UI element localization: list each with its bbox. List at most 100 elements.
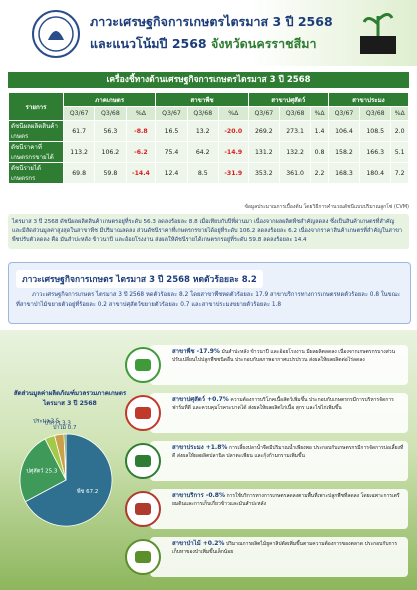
- cell: -8.8: [125, 120, 157, 142]
- row-label: ดัชนีราคาที่เกษตรกรขายได้: [8, 141, 64, 163]
- cell: 16.5: [155, 120, 188, 142]
- cell: 13.2: [186, 120, 219, 142]
- pie-label: ปศุสัตว์ 25.3: [26, 467, 57, 474]
- sub-header: Q3/67: [327, 106, 361, 121]
- pie-chart: พืช 67.2 ปศุสัตว์ 25.3 ประมง 3.5บริการ 3.3…: [19, 418, 113, 527]
- sector-icon: [125, 539, 161, 575]
- pie-category: ปศุสัตว์: [26, 467, 43, 474]
- sub-header: Q3/67: [247, 106, 280, 121]
- cell: 106.2: [94, 141, 127, 163]
- sector-icon: [125, 491, 161, 527]
- cell: 5.1: [390, 141, 409, 163]
- pie-value: 67.2: [86, 489, 98, 495]
- cell: 361.0: [278, 162, 312, 184]
- cell: 61.7: [62, 120, 96, 142]
- province: จังหวัดนครราชสีมา: [211, 36, 317, 51]
- icon-shape: [135, 359, 151, 371]
- sector-title: สาขาประมง +1.8%: [172, 444, 228, 451]
- sector-title: สาขาปศุสัตว์ +0.7%: [172, 396, 229, 403]
- corner: รายการ: [8, 92, 64, 121]
- header-icon: [360, 13, 396, 54]
- sub-header: Q3/68: [186, 106, 219, 121]
- sector-text: ความต้องการบริโภคเนื้อสัตว์เพิ่มขึ้น ประ…: [172, 397, 394, 411]
- sub-header: %Δ: [125, 106, 157, 121]
- sector-icon: [125, 395, 161, 431]
- cell: 69.8: [62, 162, 96, 184]
- table-note: ข้อมูลประมาณการเบื้องต้น โดยวิธีการคำนวณ…: [244, 204, 409, 210]
- cell: 180.4: [359, 162, 392, 184]
- pie-label: บริการ 3.3: [45, 420, 72, 427]
- summary: ไตรมาส 3 ปี 2568 ดัชนีผลผลิตสินค้าเกษตรอ…: [8, 214, 409, 249]
- indicator-table: รายการ ภาคเกษตร สาขาพืช สาขาปศุสัตว์ สาขาประ…: [8, 92, 410, 184]
- sub-header: Q3/68: [278, 106, 312, 121]
- cell: 353.2: [247, 162, 280, 184]
- cell: 1.4: [310, 120, 329, 142]
- sector-text: มันสำปะหลัง ข้าวนาปี และอ้อยโรงงาน มีผลผ…: [172, 349, 396, 363]
- sector-icon: [125, 443, 161, 479]
- pie-label: พืช 67.2: [77, 488, 98, 495]
- cell: -14.4: [125, 162, 157, 184]
- cell: 132.2: [278, 141, 312, 163]
- cell: 106.4: [327, 120, 361, 142]
- sector-box: สาขาป่าไม้ +0.2% ปริมาณการผลิตไม้ยูคาลิป…: [150, 537, 408, 577]
- icon-shape: [135, 551, 151, 563]
- cell: 2.0: [390, 120, 409, 142]
- pie-value: 25.3: [45, 468, 58, 474]
- sub-header: Q3/67: [62, 106, 96, 121]
- cell: 168.3: [327, 162, 361, 184]
- pie-slice: [19, 438, 67, 503]
- cell: 166.3: [359, 141, 392, 163]
- sub-row: Q3/67 Q3/68 %Δ Q3/67 Q3/68 %Δ Q3/67 Q3/68 %Δ Q3/6…: [9, 106, 409, 121]
- cell: 75.4: [155, 141, 188, 163]
- cell: 0.8: [310, 141, 329, 163]
- icon-shape: [135, 407, 151, 419]
- logo: [32, 10, 80, 58]
- pie-category: บริการ: [45, 420, 61, 427]
- highlight-title: ภาวะเศรษฐกิจการเกษตร ไตรมาส 3 ปี 2568 หด…: [16, 270, 263, 288]
- cell: 273.1: [278, 120, 312, 142]
- sector-box: สาขาพืช -17.9% มันสำปะหลัง ข้าวนาปี และอ…: [150, 345, 408, 385]
- sub-header: %Δ: [390, 106, 409, 121]
- cell: -31.9: [217, 162, 249, 184]
- pie-slice: [63, 433, 67, 481]
- sub-header: %Δ: [217, 106, 249, 121]
- row-label: ดัชนีรายได้เกษตรกร: [8, 162, 64, 184]
- pie-value: 3.5: [51, 419, 60, 425]
- pie-slice: [24, 433, 113, 527]
- cell: 113.2: [62, 141, 96, 163]
- pie-value: 0.7: [68, 425, 77, 431]
- cell: -6.2: [125, 141, 157, 163]
- sector-box: สาขาบริการ -0.8% การใช้บริการทางการเกษตร…: [150, 489, 408, 529]
- pie-label: ป่าไม้ 0.7: [53, 424, 77, 431]
- cell: 59.8: [94, 162, 127, 184]
- sector-text: การเลี้ยงปลาน้ำจืดมีปริมาณน้ำเพียงพอ ประ…: [172, 445, 404, 459]
- subtitle: และแนวโน้มปี 2568 จังหวัดนครราชสีมา: [90, 34, 317, 54]
- data-row: ดัชนีผลผลิตสินค้าเกษตร 61.7 56.3 -8.8 16.5 13…: [8, 120, 409, 142]
- cell: -20.0: [217, 120, 249, 142]
- pie-label: ประมง 3.5: [33, 418, 60, 425]
- cell: 131.2: [247, 141, 280, 163]
- icon-shape: [135, 503, 151, 515]
- sub-header: Q3/68: [94, 106, 127, 121]
- data-row: ดัชนีรายได้เกษตรกร 69.8 59.8 -14.4 12.4 8.5 -3…: [8, 162, 409, 184]
- sector-title: สาขาบริการ -0.8%: [172, 492, 225, 499]
- subtitle-text: และแนวโน้มปี 2568: [90, 36, 207, 51]
- pie-value: 3.3: [62, 421, 71, 427]
- title: ภาวะเศรษฐกิจการเกษตรไตรมาส 3 ปี 2568: [90, 14, 333, 29]
- sector-text: การใช้บริการทางการเกษตรลดลงตามพื้นที่เพา…: [172, 493, 400, 507]
- sector-title: สาขาป่าไม้ +0.2%: [172, 540, 225, 547]
- cell: 158.2: [327, 141, 361, 163]
- cell: -14.9: [217, 141, 249, 163]
- pie-category: ป่าไม้: [53, 424, 66, 431]
- table-title: เครื่องชี้ทางด้านเศรษฐกิจการเกษตรไตรมาส …: [8, 72, 409, 88]
- group-header: ภาคเกษตร: [62, 92, 157, 107]
- group-header: สาขาพืช: [155, 92, 249, 107]
- cell: 108.5: [359, 120, 392, 142]
- sector-box: สาขาประมง +1.8% การเลี้ยงปลาน้ำจืดมีปริม…: [150, 441, 408, 481]
- cell: 56.3: [94, 120, 127, 142]
- cell: 12.4: [155, 162, 188, 184]
- cell: 7.2: [390, 162, 409, 184]
- row-label: ดัชนีผลผลิตสินค้าเกษตร: [8, 120, 64, 142]
- pie-category: พืช: [77, 488, 85, 495]
- pie-category: ประมง: [33, 418, 49, 425]
